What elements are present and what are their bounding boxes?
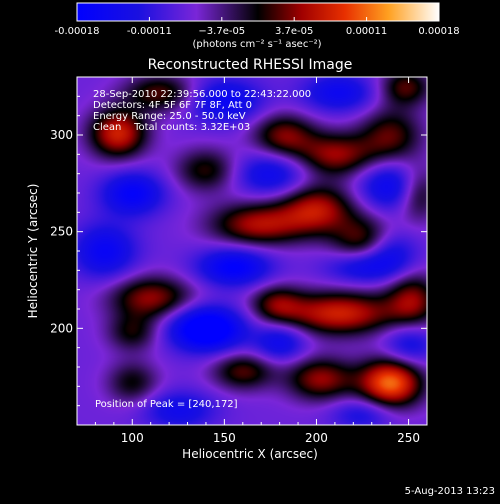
info-time-range: 28-Sep-2010 22:39:56.000 to 22:43:22.000 [93,89,311,100]
info-detectors: Detectors: 4F 5F 6F 7F 8F, Att 0 [93,100,252,111]
info-clean-counts: Clean Total counts: 3.32E+03 [93,122,250,133]
colorbar-frame [76,2,440,22]
x-tick-label: 150 [213,431,236,445]
heatmap-image [77,77,427,425]
peak-position-label: Position of Peak = [240,172] [95,399,238,410]
x-tick-label: 100 [121,431,144,445]
colorbar-ticks [76,17,440,21]
colorbar-tick-label: −3.7e-05 [198,26,245,37]
y-tick-label: 200 [50,321,73,335]
colorbar-tick-label: 3.7e-05 [275,26,313,37]
colorbar [77,3,439,21]
x-tick-label: 250 [397,431,420,445]
y-tick-label: 300 [50,128,73,142]
colorbar-tick-labels: -0.00018 -0.00011 −3.7e-05 3.7e-05 0.00011 0.… [55,26,460,37]
x-axis-ticks: 100 150 200 250 [76,77,428,445]
x-axis-label: Heliocentric X (arcsec) [182,447,318,461]
x-tick-label: 200 [305,431,328,445]
info-energy-range: Energy Range: 25.0 - 50.0 keV [93,111,246,122]
colorbar-tick-label: 0.00011 [346,26,387,37]
info-block: 28-Sep-2010 22:39:56.000 to 22:43:22.000… [93,89,311,133]
colorbar-tick-label: -0.00018 [55,26,100,37]
colorbar-tick-label: 0.00018 [418,26,459,37]
colorbar-unit-label: (photons cm⁻² s⁻¹ asec⁻²) [192,39,321,50]
y-axis-label: Heliocentric Y (arcsec) [26,184,40,319]
y-axis-ticks: 200 250 300 [50,76,427,426]
y-tick-label: 250 [50,225,73,239]
footer-timestamp: 5-Aug-2013 13:23 [405,486,495,497]
chart-title: Reconstructed RHESSI Image [148,57,353,73]
colorbar-tick-label: -0.00011 [127,26,172,37]
